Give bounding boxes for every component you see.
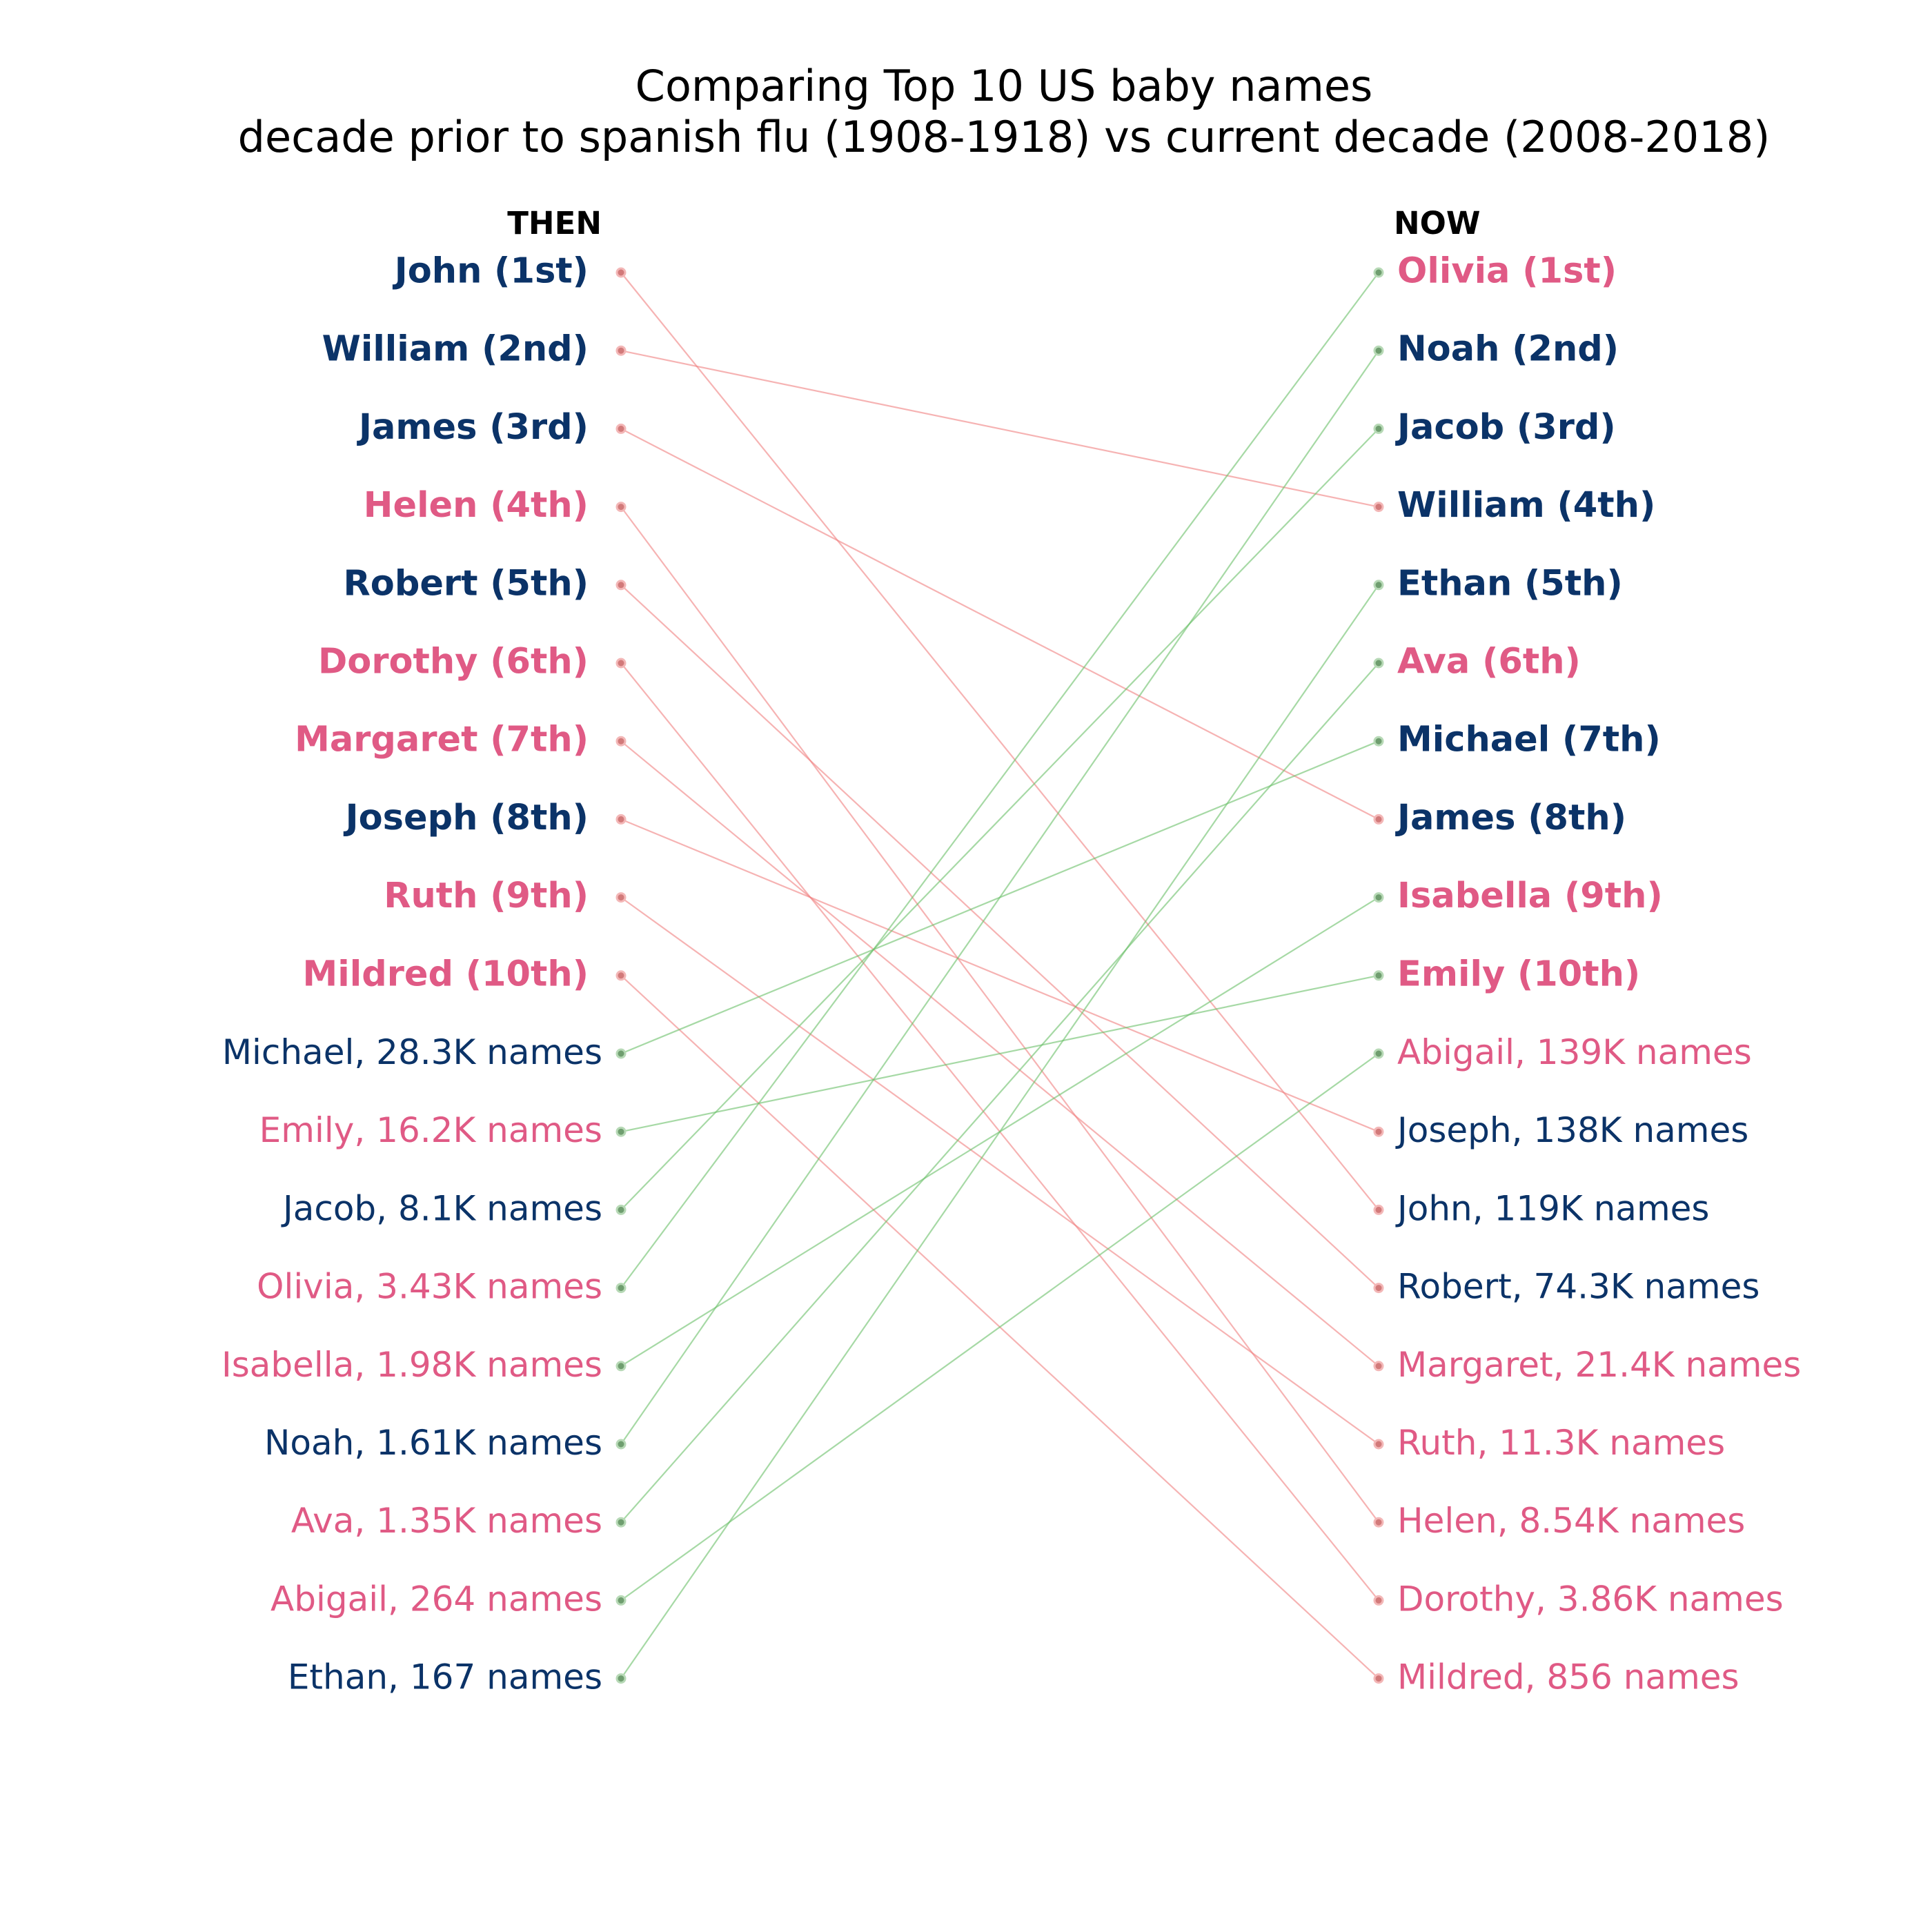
connector-john bbox=[620, 272, 1379, 1211]
right-point-mildred bbox=[1373, 1673, 1384, 1684]
connector-emily bbox=[620, 974, 1379, 1133]
left-point-robert bbox=[615, 580, 627, 591]
connector-james bbox=[620, 428, 1379, 820]
right-label-michael: Michael (7th) bbox=[1397, 720, 1661, 760]
right-label-margaret: Margaret, 21.4K names bbox=[1397, 1345, 1801, 1385]
left-point-abigail bbox=[615, 1595, 627, 1606]
right-point-helen bbox=[1373, 1517, 1384, 1528]
left-point-mildred bbox=[615, 970, 627, 981]
left-point-noah bbox=[615, 1439, 627, 1450]
right-label-isabella: Isabella (9th) bbox=[1397, 876, 1663, 916]
right-label-james: James (8th) bbox=[1395, 798, 1626, 838]
connector-abigail bbox=[620, 1053, 1379, 1601]
connector-robert bbox=[620, 584, 1379, 1289]
right-label-helen: Helen, 8.54K names bbox=[1397, 1501, 1745, 1541]
right-label-ruth: Ruth, 11.3K names bbox=[1397, 1423, 1725, 1463]
left-point-emily bbox=[615, 1126, 627, 1137]
right-label-joseph: Joseph, 138K names bbox=[1395, 1110, 1748, 1150]
right-point-noah bbox=[1373, 345, 1384, 356]
right-label-emily: Emily (10th) bbox=[1397, 954, 1640, 994]
left-label-emily: Emily, 16.2K names bbox=[259, 1110, 602, 1150]
left-label-isabella: Isabella, 1.98K names bbox=[221, 1345, 602, 1385]
left-point-ethan bbox=[615, 1673, 627, 1684]
right-point-abigail bbox=[1373, 1048, 1384, 1059]
right-point-michael bbox=[1373, 736, 1384, 747]
left-label-jacob: Jacob, 8.1K names bbox=[281, 1188, 602, 1228]
left-label-michael: Michael, 28.3K names bbox=[222, 1032, 602, 1072]
right-point-william bbox=[1373, 502, 1384, 513]
left-point-olivia bbox=[615, 1283, 627, 1294]
then-header: THEN bbox=[507, 205, 602, 241]
left-label-william: William (2nd) bbox=[322, 329, 589, 370]
left-label-noah: Noah, 1.61K names bbox=[264, 1423, 602, 1463]
right-point-john bbox=[1373, 1204, 1384, 1215]
left-label-helen: Helen (4th) bbox=[364, 485, 589, 526]
connector-ava bbox=[620, 662, 1379, 1523]
connector-ruth bbox=[620, 896, 1379, 1445]
right-label-dorothy: Dorothy, 3.86K names bbox=[1397, 1579, 1784, 1619]
right-label-ethan: Ethan (5th) bbox=[1397, 563, 1623, 604]
right-point-dorothy bbox=[1373, 1595, 1384, 1606]
left-point-helen bbox=[615, 502, 627, 513]
connector-jacob bbox=[620, 428, 1379, 1211]
left-point-william bbox=[615, 345, 627, 356]
right-point-emily bbox=[1373, 970, 1384, 981]
right-label-mildred: Mildred, 856 names bbox=[1397, 1657, 1739, 1697]
chart-title: Comparing Top 10 US baby names decade pr… bbox=[0, 61, 1932, 163]
left-label-margaret: Margaret (7th) bbox=[295, 720, 589, 760]
right-label-john: John, 119K names bbox=[1395, 1188, 1709, 1228]
rank-points bbox=[615, 267, 1384, 1684]
left-label-mildred: Mildred (10th) bbox=[303, 954, 589, 994]
left-point-dorothy bbox=[615, 658, 627, 669]
right-point-isabella bbox=[1373, 892, 1384, 903]
right-point-james bbox=[1373, 814, 1384, 825]
left-point-james bbox=[615, 423, 627, 434]
right-label-abigail: Abigail, 139K names bbox=[1397, 1032, 1752, 1072]
right-point-robert bbox=[1373, 1283, 1384, 1294]
connector-ethan bbox=[620, 584, 1379, 1679]
chart-title-line1: Comparing Top 10 US baby names bbox=[635, 61, 1373, 111]
connector-william bbox=[620, 350, 1379, 508]
left-label-joseph: Joseph (8th) bbox=[344, 798, 589, 838]
right-label-ava: Ava (6th) bbox=[1397, 642, 1581, 682]
left-label-ethan: Ethan, 167 names bbox=[288, 1657, 602, 1697]
right-point-jacob bbox=[1373, 423, 1384, 434]
left-point-john bbox=[615, 267, 627, 278]
rank-labels: John (1st) William (2nd) James (3rd) Helen … bbox=[221, 251, 1801, 1697]
left-point-isabella bbox=[615, 1361, 627, 1372]
right-point-ethan bbox=[1373, 580, 1384, 591]
left-label-abigail: Abigail, 264 names bbox=[270, 1579, 602, 1619]
connector-joseph bbox=[620, 818, 1379, 1133]
right-point-margaret bbox=[1373, 1361, 1384, 1372]
left-point-michael bbox=[615, 1048, 627, 1059]
connector-olivia bbox=[620, 272, 1379, 1289]
right-label-olivia: Olivia (1st) bbox=[1397, 251, 1617, 292]
right-label-noah: Noah (2nd) bbox=[1397, 329, 1619, 370]
left-label-olivia: Olivia, 3.43K names bbox=[257, 1267, 602, 1307]
left-point-margaret bbox=[615, 736, 627, 747]
left-label-dorothy: Dorothy (6th) bbox=[318, 642, 589, 682]
right-label-jacob: Jacob (3rd) bbox=[1395, 407, 1616, 448]
left-label-james: James (3rd) bbox=[357, 407, 589, 448]
right-point-olivia bbox=[1373, 267, 1384, 278]
now-header: NOW bbox=[1394, 205, 1481, 241]
right-point-ruth bbox=[1373, 1439, 1384, 1450]
left-label-robert: Robert (5th) bbox=[344, 563, 589, 604]
connector-helen bbox=[620, 506, 1379, 1523]
right-point-joseph bbox=[1373, 1126, 1384, 1137]
left-label-john: John (1st) bbox=[393, 251, 589, 292]
right-label-william: William (4th) bbox=[1397, 485, 1655, 526]
left-point-jacob bbox=[615, 1204, 627, 1215]
left-point-joseph bbox=[615, 814, 627, 825]
connector-noah bbox=[620, 350, 1379, 1445]
left-label-ava: Ava, 1.35K names bbox=[291, 1501, 602, 1541]
right-point-ava bbox=[1373, 658, 1384, 669]
left-point-ava bbox=[615, 1517, 627, 1528]
connector-lines bbox=[620, 272, 1379, 1679]
left-point-ruth bbox=[615, 892, 627, 903]
left-label-ruth: Ruth (9th) bbox=[384, 876, 589, 916]
chart-subtitle: decade prior to spanish flu (1908-1918) … bbox=[237, 112, 1771, 162]
right-label-robert: Robert, 74.3K names bbox=[1397, 1267, 1759, 1307]
